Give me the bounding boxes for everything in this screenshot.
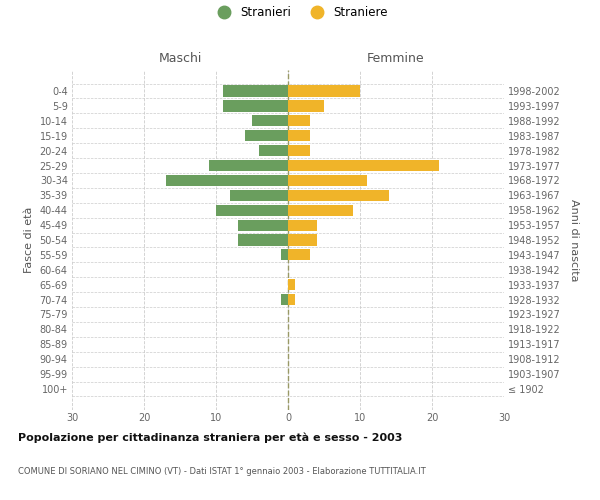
Y-axis label: Anni di nascita: Anni di nascita (569, 198, 580, 281)
Bar (288, 145, 310, 156)
Bar (288, 100, 324, 112)
Bar (288, 234, 317, 246)
Bar (259, 145, 288, 156)
Bar (288, 86, 360, 96)
Text: Femmine: Femmine (367, 52, 425, 65)
Bar (281, 250, 288, 260)
Bar (288, 175, 367, 186)
Text: Popolazione per cittadinanza straniera per età e sesso - 2003: Popolazione per cittadinanza straniera p… (18, 432, 403, 443)
Bar (288, 204, 353, 216)
Bar (238, 234, 288, 246)
Bar (288, 250, 310, 260)
Text: Maschi: Maschi (158, 52, 202, 65)
Bar (223, 86, 288, 96)
Bar (288, 160, 439, 171)
Bar (230, 190, 288, 201)
Bar (216, 204, 288, 216)
Bar (245, 130, 288, 141)
Bar (238, 220, 288, 230)
Bar (166, 175, 288, 186)
Legend: Stranieri, Straniere: Stranieri, Straniere (212, 6, 388, 19)
Bar (288, 294, 295, 305)
Bar (281, 294, 288, 305)
Bar (252, 115, 288, 126)
Y-axis label: Fasce di età: Fasce di età (24, 207, 34, 273)
Bar (288, 115, 310, 126)
Bar (223, 100, 288, 112)
Text: COMUNE DI SORIANO NEL CIMINO (VT) - Dati ISTAT 1° gennaio 2003 - Elaborazione TU: COMUNE DI SORIANO NEL CIMINO (VT) - Dati… (18, 468, 426, 476)
Bar (288, 190, 389, 201)
Bar (288, 130, 310, 141)
Bar (209, 160, 288, 171)
Bar (288, 220, 317, 230)
Bar (288, 279, 295, 290)
